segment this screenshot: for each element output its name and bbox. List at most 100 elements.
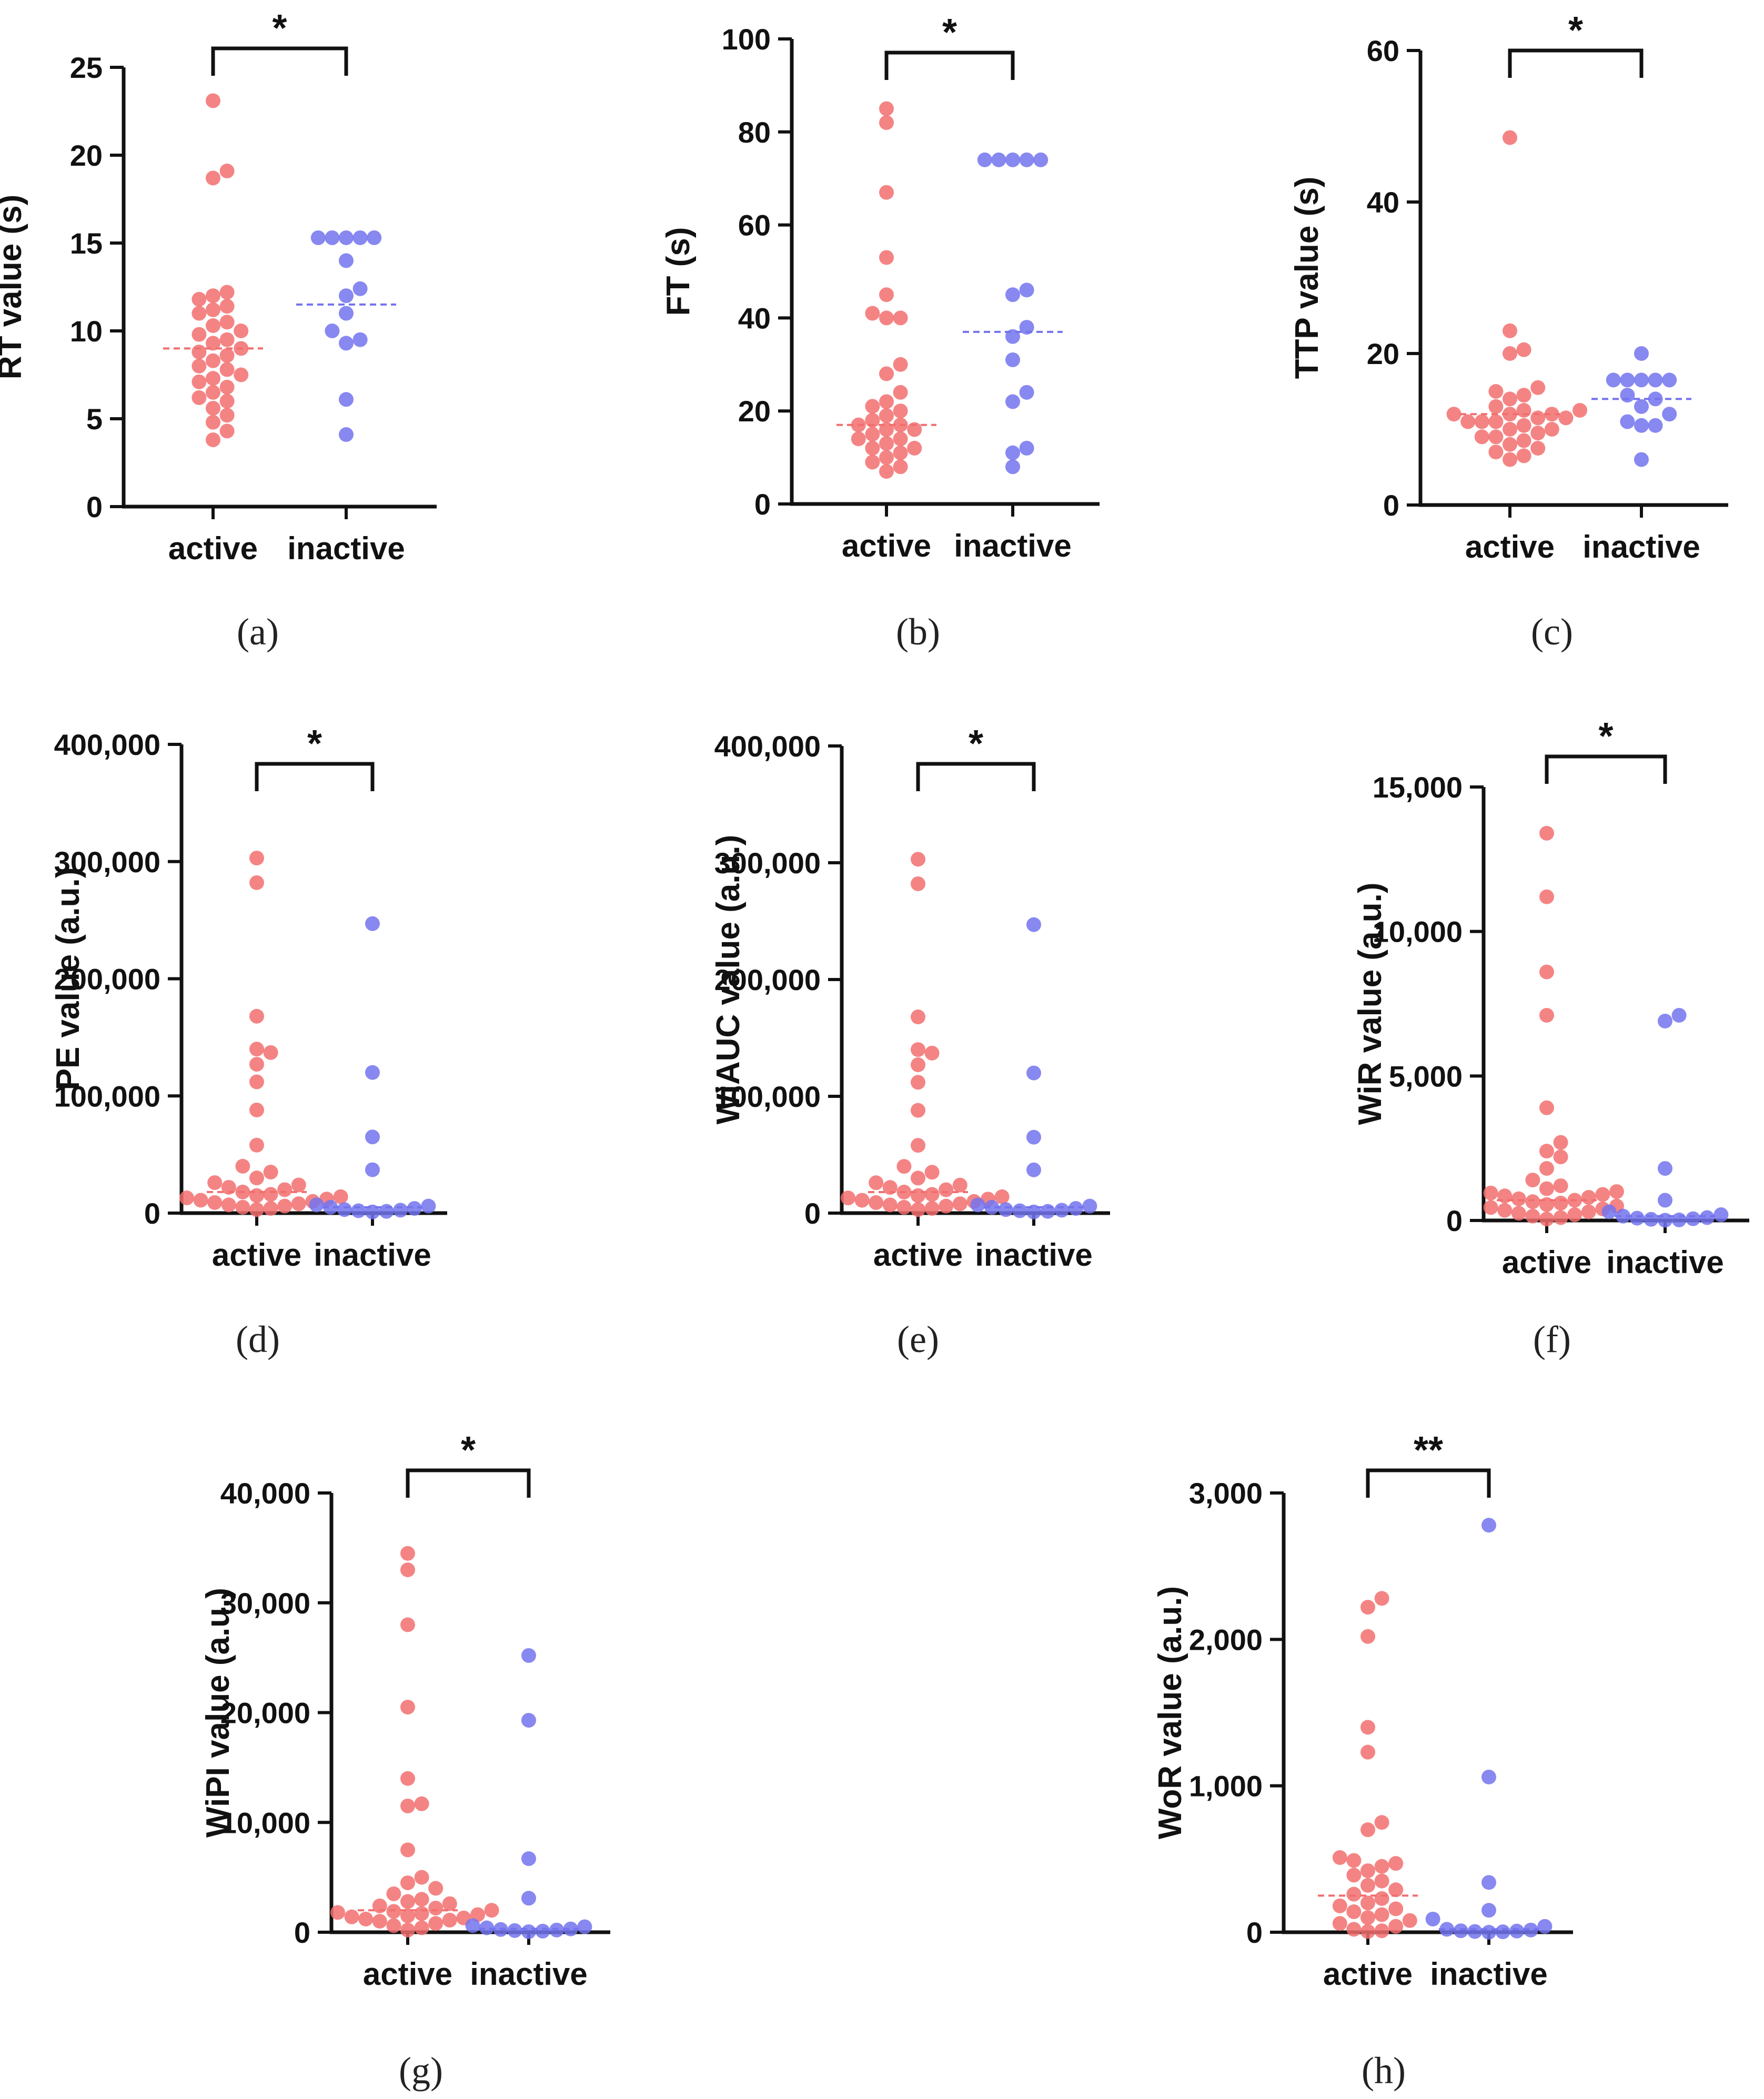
data-point-inactive [1019, 282, 1034, 298]
data-point-active [219, 393, 235, 409]
data-point-inactive [507, 1923, 522, 1938]
x-tick-label: inactive [287, 531, 405, 566]
data-point-active [924, 1187, 940, 1202]
data-point-inactive [1658, 1193, 1672, 1208]
data-point-active [400, 1617, 415, 1632]
significance-bracket [1366, 1468, 1491, 1498]
data-point-active [235, 1199, 250, 1215]
data-point-active [879, 250, 894, 265]
data-point-active [1374, 1591, 1389, 1606]
chart-panel-d: 0 100,000 200,000 300,000 400,000 active inact… [50, 723, 447, 1360]
data-point-active [911, 1188, 925, 1203]
data-point-active [865, 306, 880, 321]
data-point-active [893, 459, 908, 475]
data-point-active [400, 1771, 415, 1786]
data-point-active [924, 1045, 940, 1061]
data-point-active [1553, 1210, 1568, 1225]
chart-panel-c: 0 20 40 60 active inactive TTP value (s) * (c) [1289, 9, 1728, 653]
data-point-inactive [1026, 1162, 1041, 1177]
data-point-active [1539, 889, 1554, 904]
data-point-inactive [1019, 385, 1034, 400]
x-tick-label: active [363, 1956, 452, 1992]
data-point-active [219, 285, 235, 300]
data-point-inactive [365, 1065, 380, 1080]
data-point-active [249, 1057, 264, 1072]
data-point-active [911, 1202, 925, 1217]
data-point-active [219, 332, 235, 347]
data-point-active [400, 1842, 415, 1858]
data-point-active [263, 1165, 278, 1180]
significance-label: * [1598, 715, 1613, 758]
data-point-active [1539, 1144, 1554, 1159]
y-tick-label: 1,000 [1189, 1770, 1263, 1803]
data-point-active [1516, 342, 1531, 357]
data-point-inactive [1658, 1013, 1672, 1028]
y-axis-title: RT value (s) [0, 195, 28, 379]
data-point-inactive [310, 230, 326, 245]
y-axis-title: FT (s) [660, 227, 697, 316]
data-point-active [1503, 130, 1517, 145]
data-point-active [1516, 418, 1531, 433]
data-point-active [1539, 1161, 1554, 1176]
data-point-active [911, 1075, 925, 1090]
data-point-active [1388, 1901, 1404, 1916]
data-point-active [206, 400, 220, 416]
x-tick-label: active [1323, 1956, 1413, 1992]
data-point-active [879, 115, 894, 130]
data-point-active [1483, 1185, 1498, 1200]
chart-panel-h: 0 1,000 2,000 3,000 active inactive WoR value … [1152, 1429, 1573, 2092]
data-point-active [191, 390, 207, 405]
data-point-active [865, 455, 880, 470]
data-point-inactive [1040, 1204, 1055, 1219]
data-point-active [994, 1189, 1010, 1204]
significance-label: ** [1414, 1429, 1443, 1471]
data-point-active [1374, 1923, 1389, 1939]
data-point-active [1488, 445, 1504, 460]
data-point-inactive [407, 1201, 422, 1216]
data-point-inactive [339, 427, 354, 442]
data-point-inactive [352, 281, 368, 296]
data-point-active [249, 1042, 264, 1057]
data-point-inactive [1616, 1208, 1631, 1224]
data-point-active [206, 302, 220, 317]
data-point-inactive [577, 1919, 592, 1934]
data-point-active [400, 1546, 415, 1561]
y-tick-label: 15 [70, 227, 103, 260]
y-axis-title: TTP value (s) [1289, 177, 1325, 379]
data-point-inactive [479, 1920, 495, 1935]
data-point-inactive [352, 332, 368, 347]
data-point-inactive [1634, 372, 1649, 388]
data-point-active [879, 450, 894, 465]
data-point-active [952, 1196, 967, 1212]
data-point-active [879, 464, 894, 479]
data-point-inactive [970, 1197, 985, 1213]
data-point-inactive [325, 230, 340, 245]
data-point-inactive [1439, 1922, 1455, 1937]
data-point-active [219, 164, 235, 179]
data-point-inactive [991, 152, 1006, 167]
data-point-active [1595, 1187, 1610, 1202]
data-point-inactive [521, 1924, 536, 1939]
data-point-active [206, 318, 220, 333]
data-point-active [1346, 1886, 1362, 1902]
data-point-active [428, 1881, 443, 1896]
data-point-active [879, 366, 894, 381]
significance-bracket [884, 51, 1015, 80]
data-point-inactive [1634, 346, 1649, 361]
data-point-inactive [1699, 1210, 1715, 1225]
chart-panel-e: 0 100,000 200,000 300,000 400,000 active inact… [710, 723, 1110, 1360]
y-tick-label: 100,000 [714, 1080, 821, 1113]
data-point-active [249, 1202, 264, 1217]
x-tick-label: inactive [314, 1237, 431, 1273]
data-point-active [277, 1198, 293, 1214]
data-point-inactive [352, 230, 368, 245]
data-point-active [206, 336, 220, 351]
data-point-active [882, 1197, 898, 1213]
data-point-active [1511, 1206, 1526, 1221]
significance-bracket [1545, 754, 1667, 784]
data-point-active [1539, 1181, 1554, 1196]
data-point-active [263, 1201, 278, 1216]
data-point-active [1539, 1100, 1554, 1115]
data-point-active [865, 399, 880, 414]
y-tick-label: 20,000 [220, 1697, 310, 1730]
